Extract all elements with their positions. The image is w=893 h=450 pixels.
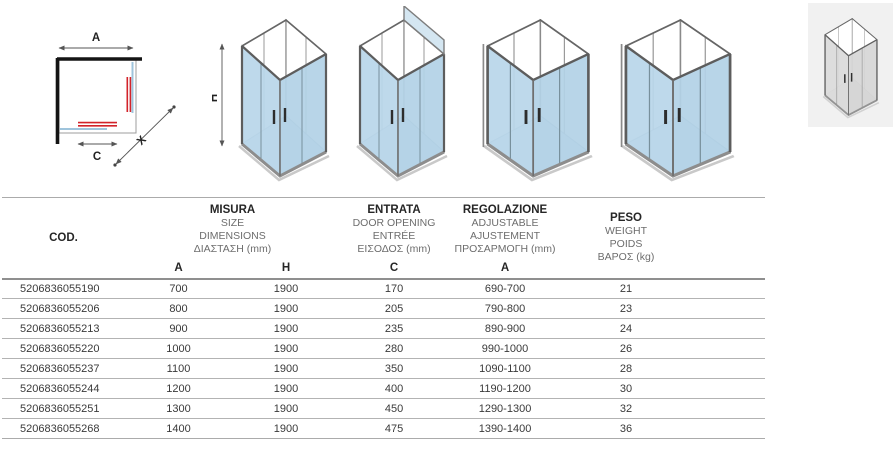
dimension-label-a: A — [92, 32, 100, 44]
table-row: 5206836055220 1000 1900 280 990-1000 26 — [2, 338, 766, 359]
col-group-entrata: ENTRATA DOOR OPENING ENTRÉE ΕΙΣΟΔΟΣ (mm) — [352, 204, 436, 255]
cell-adj: 790-800 — [448, 298, 563, 319]
cell-h: 1900 — [232, 318, 341, 339]
cell-weight: 32 — [562, 398, 691, 419]
plan-door-bottom — [78, 121, 117, 127]
dimension-label-c: C — [93, 151, 101, 163]
cell-weight: 24 — [562, 318, 691, 339]
cell-a: 1000 — [125, 338, 232, 359]
table-row: 5206836055206 800 1900 205 790-800 23 — [2, 298, 766, 319]
cell-cod: 5206836055251 — [2, 398, 125, 419]
plan-diagram: A C X — [55, 32, 176, 167]
cell-c: 475 — [340, 418, 449, 439]
cell-cod: 5206836055237 — [2, 358, 125, 379]
col-filler — [690, 197, 766, 280]
col-group-peso: PESO WEIGHT POIDS ΒΑΡΟΣ (kg) — [562, 197, 691, 280]
cell-a: 1400 — [125, 418, 232, 439]
iso-drawing-1: H — [212, 18, 331, 182]
cell-a: 1100 — [125, 358, 232, 379]
cell-adj: 990-1000 — [448, 338, 563, 359]
cell-c: 235 — [340, 318, 449, 339]
dimension-dot — [113, 163, 117, 167]
cell-adj: 890-900 — [448, 318, 563, 339]
cell-weight: 23 — [562, 298, 691, 319]
col-group-regolazione: REGOLAZIONE ADJUSTABLE AJUSTEMENT ΠΡΟΣΑΡ… — [454, 204, 556, 255]
table-row: 5206836055244 1200 1900 400 1190-1200 30 — [2, 378, 766, 399]
cell-c: 170 — [340, 278, 449, 299]
cell-weight: 36 — [562, 418, 691, 439]
cell-filler — [690, 358, 766, 379]
dimension-label-h: H — [212, 94, 220, 102]
cell-h: 1900 — [232, 298, 341, 319]
cell-a: 700 — [125, 278, 232, 299]
subcol-h: H — [232, 257, 341, 280]
cell-filler — [690, 298, 766, 319]
cell-adj: 1390-1400 — [448, 418, 563, 439]
cell-cod: 5206836055213 — [2, 318, 125, 339]
subcol-a: A — [125, 257, 232, 280]
cell-h: 1900 — [232, 398, 341, 419]
cell-c: 205 — [340, 298, 449, 319]
cell-a: 900 — [125, 318, 232, 339]
cell-a: 1300 — [125, 398, 232, 419]
cell-c: 350 — [340, 358, 449, 379]
cell-h: 1900 — [232, 378, 341, 399]
cell-weight: 21 — [562, 278, 691, 299]
table-row: 5206836055237 1100 1900 350 1090-1100 28 — [2, 358, 766, 379]
cell-h: 1900 — [232, 418, 341, 439]
table-row: 5206836055213 900 1900 235 890-900 24 — [2, 318, 766, 339]
plan-door-right — [126, 77, 132, 112]
cell-h: 1900 — [232, 278, 341, 299]
col-group-misura: MISURA SIZE DIMENSIONS ΔΙΑΣΤΑΣΗ (mm) — [193, 204, 272, 255]
col-header-cod: COD. — [2, 197, 125, 280]
spec-table: COD. MISURA SIZE DIMENSIONS ΔΙΑΣΤΑΣΗ (mm… — [2, 197, 766, 439]
iso-drawing-3 — [482, 18, 594, 182]
cell-cod: 5206836055206 — [2, 298, 125, 319]
cell-cod: 5206836055244 — [2, 378, 125, 399]
cell-filler — [690, 278, 766, 299]
cell-c: 280 — [340, 338, 449, 359]
cell-cod: 5206836055190 — [2, 278, 125, 299]
cell-filler — [690, 418, 766, 439]
cell-a: 1200 — [125, 378, 232, 399]
cell-adj: 1190-1200 — [448, 378, 563, 399]
cell-cod: 5206836055268 — [2, 418, 125, 439]
iso-drawing-2 — [355, 6, 449, 182]
cell-weight: 28 — [562, 358, 691, 379]
cell-a: 800 — [125, 298, 232, 319]
dimension-label-x: X — [135, 134, 149, 148]
cell-filler — [690, 398, 766, 419]
table-row: 5206836055251 1300 1900 450 1290-1300 32 — [2, 398, 766, 419]
cell-adj: 690-700 — [448, 278, 563, 299]
product-thumbnail[interactable] — [820, 10, 882, 120]
dimension-dot — [172, 105, 176, 109]
cell-adj: 1290-1300 — [448, 398, 563, 419]
table-row: 5206836055268 1400 1900 475 1390-1400 36 — [2, 418, 766, 439]
dimension-line-x — [115, 107, 174, 165]
cell-h: 1900 — [232, 338, 341, 359]
cell-h: 1900 — [232, 358, 341, 379]
cell-cod: 5206836055220 — [2, 338, 125, 359]
subcol-adj-a: A — [448, 257, 563, 280]
product-thumbnail-panel — [808, 3, 893, 127]
cell-c: 450 — [340, 398, 449, 419]
cell-adj: 1090-1100 — [448, 358, 563, 379]
cell-weight: 30 — [562, 378, 691, 399]
cell-filler — [690, 378, 766, 399]
subcol-c: C — [340, 257, 449, 280]
cell-c: 400 — [340, 378, 449, 399]
cell-weight: 26 — [562, 338, 691, 359]
iso-drawing-4 — [620, 18, 736, 182]
table-row: 5206836055190 700 1900 170 690-700 21 — [2, 278, 766, 299]
iso2-raised-panel — [403, 6, 445, 56]
cell-filler — [690, 338, 766, 359]
cell-filler — [690, 318, 766, 339]
